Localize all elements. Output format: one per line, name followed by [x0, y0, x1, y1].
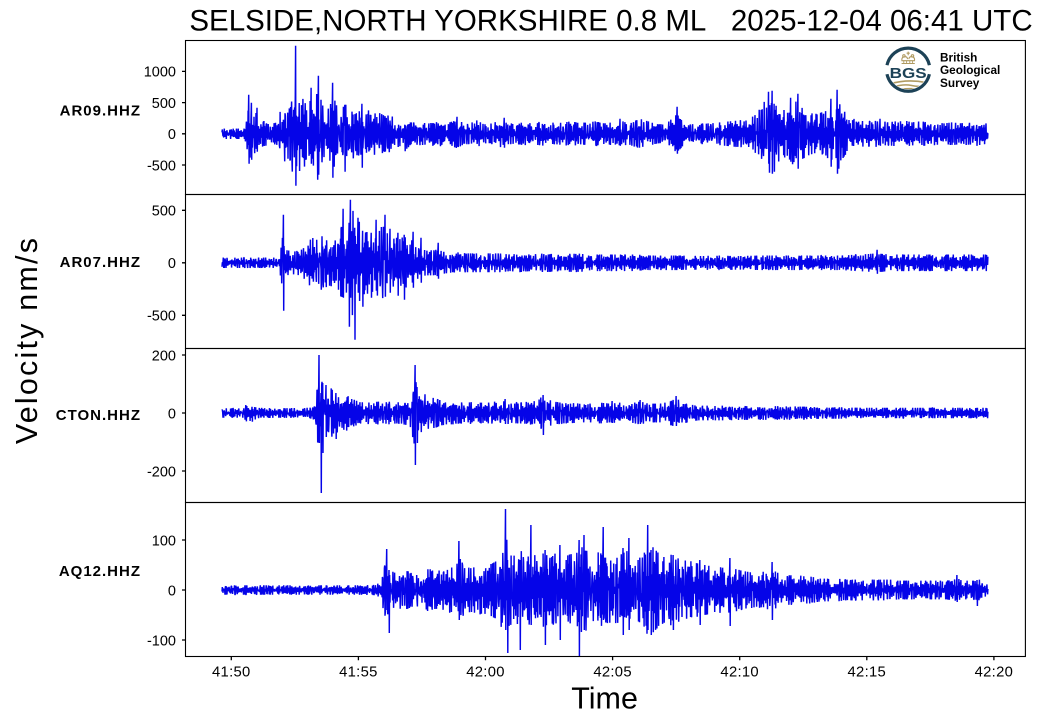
svg-text:-500: -500: [147, 309, 176, 325]
svg-text:41:55: 41:55: [339, 665, 378, 681]
svg-text:1000: 1000: [144, 65, 176, 81]
svg-text:CTON.HHZ: CTON.HHZ: [56, 407, 141, 424]
svg-text:British: British: [940, 51, 977, 65]
svg-text:100: 100: [152, 533, 176, 549]
svg-text:42:15: 42:15: [848, 665, 887, 681]
svg-text:41:50: 41:50: [212, 665, 251, 681]
svg-text:SELSIDE,NORTH YORKSHIRE 0.8 ML: SELSIDE,NORTH YORKSHIRE 0.8 ML 2025-12-0…: [189, 5, 1032, 38]
svg-text:0: 0: [168, 127, 176, 143]
svg-text:0: 0: [168, 256, 176, 272]
svg-text:Velocity nm/s: Velocity nm/s: [10, 236, 44, 444]
svg-text:42:10: 42:10: [720, 665, 759, 681]
svg-text:BGS: BGS: [890, 65, 927, 82]
svg-text:42:00: 42:00: [466, 665, 505, 681]
svg-text:42:05: 42:05: [593, 665, 632, 681]
svg-text:200: 200: [152, 348, 176, 364]
svg-text:Survey: Survey: [940, 76, 980, 90]
svg-text:0: 0: [168, 406, 176, 422]
svg-text:-100: -100: [147, 633, 176, 649]
svg-text:-200: -200: [147, 464, 176, 480]
svg-text:42:20: 42:20: [975, 665, 1014, 681]
svg-text:-500: -500: [147, 158, 176, 174]
svg-text:AR07.HHZ: AR07.HHZ: [60, 254, 141, 271]
svg-text:AR09.HHZ: AR09.HHZ: [60, 102, 141, 119]
svg-text:500: 500: [152, 96, 176, 112]
svg-text:500: 500: [152, 204, 176, 220]
svg-text:Geological: Geological: [940, 63, 1000, 77]
svg-text:AQ12.HHZ: AQ12.HHZ: [59, 563, 141, 580]
svg-text:0: 0: [168, 583, 176, 599]
svg-text:Time: Time: [571, 682, 638, 716]
